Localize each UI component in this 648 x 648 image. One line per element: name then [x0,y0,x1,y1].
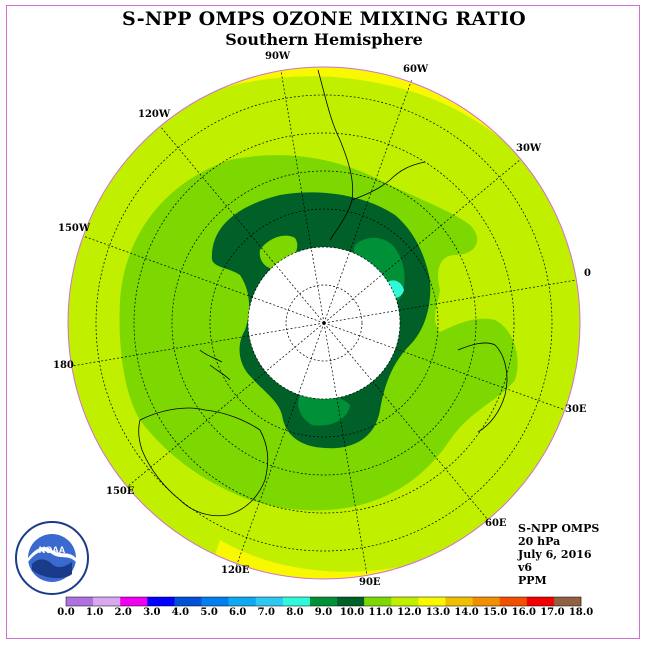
colorbar-label-7: 7.0 [257,607,275,618]
colorbar-swatch-6 [228,597,257,606]
info-date: July 6, 2016 [518,548,592,561]
colorbar-label-13: 13.0 [425,607,451,618]
meridian-30e [323,322,566,411]
lon-label-120w: 120W [138,109,171,120]
lon-label-60w: 60W [403,64,429,75]
latitude-circle-60 [209,208,439,438]
meridian-60e [323,322,489,521]
colorbar-labels: 0.0 1.0 2.0 3.0 4.0 5.0 6.0 7.0 8.0 9.0 10.0 11.0 12… [0,607,648,621]
colorbar [65,596,582,607]
colorbar-swatch-13 [418,597,446,606]
colorbar-label-14: 14.0 [454,607,479,618]
colorbar-swatch-8 [282,597,311,606]
colorbar-swatch-4 [174,597,202,606]
colorbar-swatch-9 [309,597,338,606]
colorbar-label-4: 4.0 [171,607,190,618]
colorbar-label-2: 2.0 [114,607,132,618]
colorbar-swatch-11 [364,597,392,606]
page-title: S-NPP OMPS OZONE MIXING RATIO [121,8,527,30]
colorbar-swatch-12 [391,597,419,606]
meridian-60w [323,78,413,324]
info-units: PPM [518,574,547,587]
lon-label-90w: 90W [265,51,291,62]
colorbar-swatch-1 [93,597,121,606]
latitude-circle-50 [171,170,477,476]
south-america-coast [317,69,426,241]
colorbar-swatch-15 [472,597,500,606]
meridian-120w [159,125,325,324]
meridian-90w [280,70,325,324]
meridian-150e [126,322,325,488]
lon-label-150e: 150E [106,486,135,497]
colorbar-swatch-5 [201,597,229,606]
logo-wave [28,547,76,562]
lon-label-90e: 90E [359,577,381,588]
australia-coast [138,407,269,517]
meridian-180 [71,322,325,367]
meridian-30w [323,158,522,324]
colorbar-label-5: 5.0 [200,607,218,618]
new-zealand-coast [199,349,231,381]
meridian-0 [323,279,577,324]
africa-coast [457,342,508,433]
contour-level-9-south [298,393,350,426]
latitude-circle-40 [133,132,515,514]
colorbar-outline [65,596,582,607]
info-version: v6 [518,561,533,574]
colorbar-swatch-10 [337,597,365,606]
latitude-circle-70 [247,246,401,400]
latitude-circle-30 [95,94,553,552]
colorbar-label-11: 11.0 [368,607,393,618]
colorbar-swatch-18 [553,597,582,606]
meridian-120e [235,322,325,568]
colorbar-label-10: 10.0 [339,607,365,618]
colorbar-label-12: 12.0 [397,607,422,618]
logo-sea [32,559,72,579]
lon-label-0: 0 [584,268,591,279]
colorbar-swatch-16 [499,597,528,606]
lon-label-30w: 30W [516,143,542,154]
lon-label-120e: 120E [221,565,250,576]
map-frame [6,5,640,639]
info-instrument: S-NPP OMPS [518,522,600,535]
colorbar-swatch-14 [445,597,473,606]
page-subtitle: Southern Hemisphere [225,30,423,49]
colorbar-label-8: 8.0 [286,607,304,618]
colorbar-label-9: 9.0 [314,607,333,618]
colorbar-swatch-2 [120,597,148,606]
colorbar-swatch-17 [526,597,555,606]
colorbar-label-3: 3.0 [143,607,161,618]
lon-label-60e: 60E [485,518,507,529]
meridian-90e [323,322,368,576]
lon-label-150w: 150W [58,223,91,234]
colorbar-swatch-0 [66,597,94,606]
colorbar-label-0: 0.0 [57,607,75,618]
colorbar-label-17: 17.0 [540,607,565,618]
lon-label-180: 180 [53,360,74,371]
lon-label-30e: 30E [565,404,587,415]
colorbar-label-6: 6.0 [228,607,247,618]
meridian-150w [82,235,325,324]
latitude-circle-80 [285,284,363,362]
noaa-logo: NOAA [15,521,89,595]
colorbar-swatch-3 [147,597,175,606]
info-level: 20 hPa [518,535,561,548]
graticule [71,70,577,576]
colorbar-label-1: 1.0 [85,607,104,618]
colorbar-label-15: 15.0 [483,607,508,618]
info-block: S-NPP OMPS 20 hPa July 6, 2016 v6 PPM [518,522,599,587]
logo-text: NOAA [39,545,66,555]
colorbar-label-16: 16.0 [511,607,536,618]
map-boundary [67,66,581,580]
colorbar-label-18: 18.0 [568,607,594,618]
south-pole-marker [322,321,326,325]
colorbar-swatch-7 [255,597,284,606]
